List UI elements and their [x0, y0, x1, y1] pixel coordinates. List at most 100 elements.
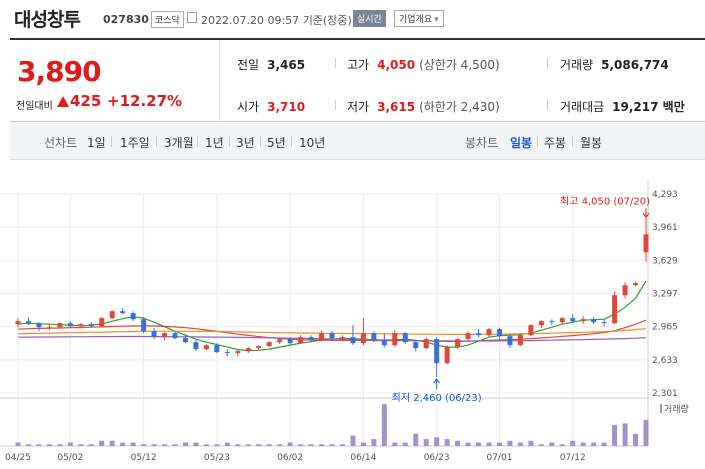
period-1w-button[interactable]: 1주일 [120, 136, 150, 150]
candle-body [25, 321, 31, 324]
volume-bar [67, 442, 73, 446]
period-bar: 선차트 1일 1주일 3개월 1년 3년 5년 10년 봉차트 일봉 주봉 월봉 [10, 122, 705, 160]
volume-bar [109, 440, 115, 446]
candle-body [517, 335, 523, 346]
candle-body [392, 333, 398, 346]
prev-close-label: 전일 [237, 58, 260, 72]
candle-body [120, 311, 126, 314]
candle-body [601, 322, 607, 324]
open-label: 시가 [237, 100, 260, 114]
candle-body [245, 348, 251, 352]
y-tick-label: 2,965 [652, 323, 678, 333]
volume-bar [444, 439, 450, 446]
period-3m-button[interactable]: 3개월 [164, 136, 194, 150]
candle-body [444, 347, 450, 364]
x-tick-label: 07/01 [486, 453, 512, 463]
volume-bar [496, 442, 502, 446]
prev-close-value: 3,465 [267, 58, 306, 72]
volume-bar [308, 444, 314, 446]
volume-bar [151, 444, 157, 446]
stock-header: 대성창투 027830 코스닥 2022.07.20 09:57 기준(장중) … [0, 0, 705, 38]
volume-bar [193, 442, 199, 446]
volume-bar [46, 444, 52, 446]
divider [111, 136, 112, 147]
candles [15, 218, 649, 378]
volume-bar [350, 435, 356, 446]
high-value: 4,050 [377, 58, 416, 72]
open-price: 시가 3,710 [237, 98, 305, 115]
x-tick-label: 06/14 [350, 453, 376, 463]
candle-body [570, 318, 576, 322]
volume-bar [182, 442, 188, 446]
volume-bar [319, 444, 325, 446]
candle-monthly-button[interactable]: 월봉 [580, 136, 603, 150]
chart-grid [0, 160, 705, 469]
divider [335, 100, 336, 110]
volume-axis-label: 거래량 [664, 403, 689, 415]
candlestick-chart[interactable]: 2,301 2,633 2,965 3,297 3,629 3,961 4,293 거래량 0… [0, 160, 705, 469]
volume-bar [224, 442, 230, 446]
candle-body [423, 339, 429, 349]
volume-bar [413, 433, 419, 446]
volume-bar [329, 444, 335, 446]
volume-bar [298, 444, 304, 446]
period-3y-button[interactable]: 3년 [236, 136, 255, 150]
y-axis-ticks: 2,301 2,633 2,965 3,297 3,629 3,961 4,293 거래량 [652, 190, 689, 415]
candle-body [151, 331, 157, 338]
y-tick-label: 3,297 [652, 290, 678, 300]
volume-bar [287, 442, 293, 446]
stock-code: 027830 [103, 13, 149, 26]
period-1y-button[interactable]: 1년 [205, 136, 224, 150]
candle-body [141, 319, 147, 332]
candle-body [130, 313, 136, 320]
candle-chart-label: 봉차트 [465, 136, 499, 150]
x-tick-label: 05/12 [131, 453, 157, 463]
realtime-button[interactable]: 실시간 [353, 10, 386, 27]
x-tick-label: 06/02 [277, 453, 303, 463]
volume-bar [591, 442, 597, 446]
candle-body [235, 351, 241, 354]
low-annotation: 최저 2,460 (06/23) [392, 392, 482, 404]
volume-bar [423, 439, 429, 446]
volume-bar [57, 444, 63, 446]
candle-body [308, 337, 314, 341]
candle-weekly-button[interactable]: 주봉 [544, 136, 567, 150]
trade-amount: 거래대금 19,217 백만 [560, 98, 685, 115]
period-5y-button[interactable]: 5년 [267, 136, 286, 150]
volume-bar [266, 444, 272, 446]
volume-bar [570, 440, 576, 446]
period-1d-button[interactable]: 1일 [87, 136, 106, 150]
candle-body [298, 337, 304, 344]
candle-daily-button[interactable]: 일봉 [510, 136, 533, 150]
volume-bar [381, 404, 387, 446]
x-tick-label: 06/23 [424, 453, 450, 463]
volume-bar [172, 444, 178, 446]
volume-bar [360, 442, 366, 446]
volume-bar [15, 442, 21, 446]
divider [291, 136, 292, 147]
high-arrow-head [642, 212, 650, 219]
candle-body [434, 339, 440, 364]
company-info-button[interactable]: 기업개요 ▾ [394, 10, 444, 27]
period-10y-button[interactable]: 10년 [299, 136, 326, 150]
divider [156, 136, 157, 147]
change-label: 전일대비 [16, 101, 53, 112]
change-value: 425 [70, 92, 102, 110]
volume-bar [36, 444, 42, 446]
divider [229, 136, 230, 147]
candle-body [57, 323, 63, 328]
y-tick-label: 3,629 [652, 256, 678, 266]
volume-bar [277, 444, 283, 446]
divider [547, 100, 548, 110]
high-price: 고가 4,050 (상한가 4,500) [347, 56, 500, 73]
candle-body [633, 283, 639, 286]
volume-bar [78, 444, 84, 446]
candle-body [78, 324, 84, 327]
volume-bar [580, 442, 586, 446]
volume-bar [434, 437, 440, 446]
candle-body [193, 342, 199, 350]
volume-bar [455, 440, 461, 446]
y-tick-label: 2,633 [652, 356, 678, 366]
y-tick-label: 3,961 [652, 223, 678, 233]
amount-value: 19,217 백만 [612, 100, 685, 114]
